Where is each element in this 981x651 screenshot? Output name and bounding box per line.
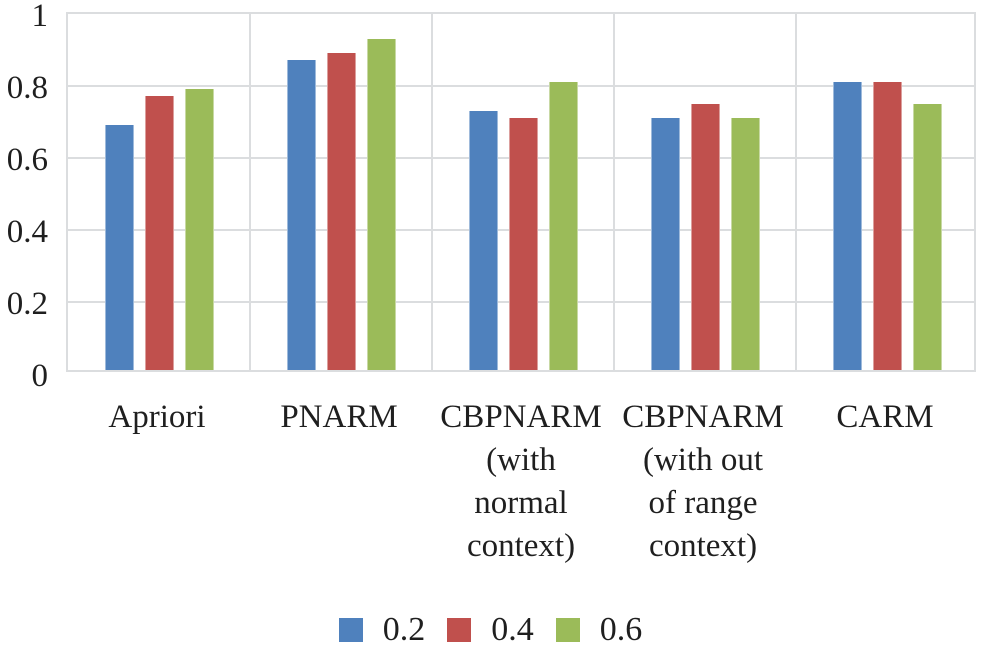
y-tick-label: 0.4 <box>6 214 48 250</box>
v-gridline <box>249 14 251 370</box>
legend-swatch-icon <box>447 618 472 642</box>
legend-label: 0.4 <box>491 611 534 648</box>
y-tick-label: 0 <box>31 358 49 394</box>
legend-label: 0.2 <box>382 611 426 648</box>
bar-0.6-1 <box>184 89 214 370</box>
bar-0.4-5 <box>872 82 902 370</box>
bar-0.2-1 <box>104 125 134 370</box>
category-label-2: PNARM <box>280 399 398 435</box>
y-tick-label: 0.8 <box>6 70 48 106</box>
bar-0.6-4 <box>730 118 760 370</box>
v-gridline <box>795 14 797 370</box>
legend-swatch-icon <box>555 618 580 642</box>
plot-area <box>66 12 976 372</box>
y-tick-label: 1 <box>31 0 49 34</box>
bar-0.4-3 <box>508 118 538 370</box>
bar-0.2-4 <box>650 118 680 370</box>
category-label-4: CBPNARM (with out of range context) <box>622 399 784 564</box>
legend-item-0.6: 0.6 <box>555 611 643 648</box>
category-label-1: Apriori <box>108 399 206 435</box>
legend-item-0.4: 0.4 <box>447 613 534 647</box>
bar-0.2-5 <box>832 82 862 370</box>
category-label-5: CARM <box>836 399 934 435</box>
bar-0.4-2 <box>326 53 356 370</box>
bar-0.2-3 <box>468 110 498 370</box>
v-gridline <box>613 14 615 370</box>
category-label-3: CBPNARM (with normal context) <box>440 399 602 564</box>
legend-label: 0.6 <box>599 611 643 648</box>
y-tick-label: 0.6 <box>6 142 48 178</box>
v-gridline <box>431 14 433 370</box>
legend-swatch-icon <box>338 618 363 642</box>
legend-item-0.2: 0.2 <box>338 611 426 648</box>
bar-0.6-2 <box>366 38 396 370</box>
y-tick-label: 0.2 <box>6 286 48 322</box>
legend: 0.2 0.4 0.6 <box>0 608 981 651</box>
h-gridline <box>68 85 974 87</box>
bar-0.4-4 <box>690 103 720 370</box>
bar-0.4-1 <box>144 96 174 370</box>
bar-0.6-3 <box>548 82 578 370</box>
bar-0.6-5 <box>912 103 942 370</box>
bar-0.2-2 <box>286 60 316 370</box>
